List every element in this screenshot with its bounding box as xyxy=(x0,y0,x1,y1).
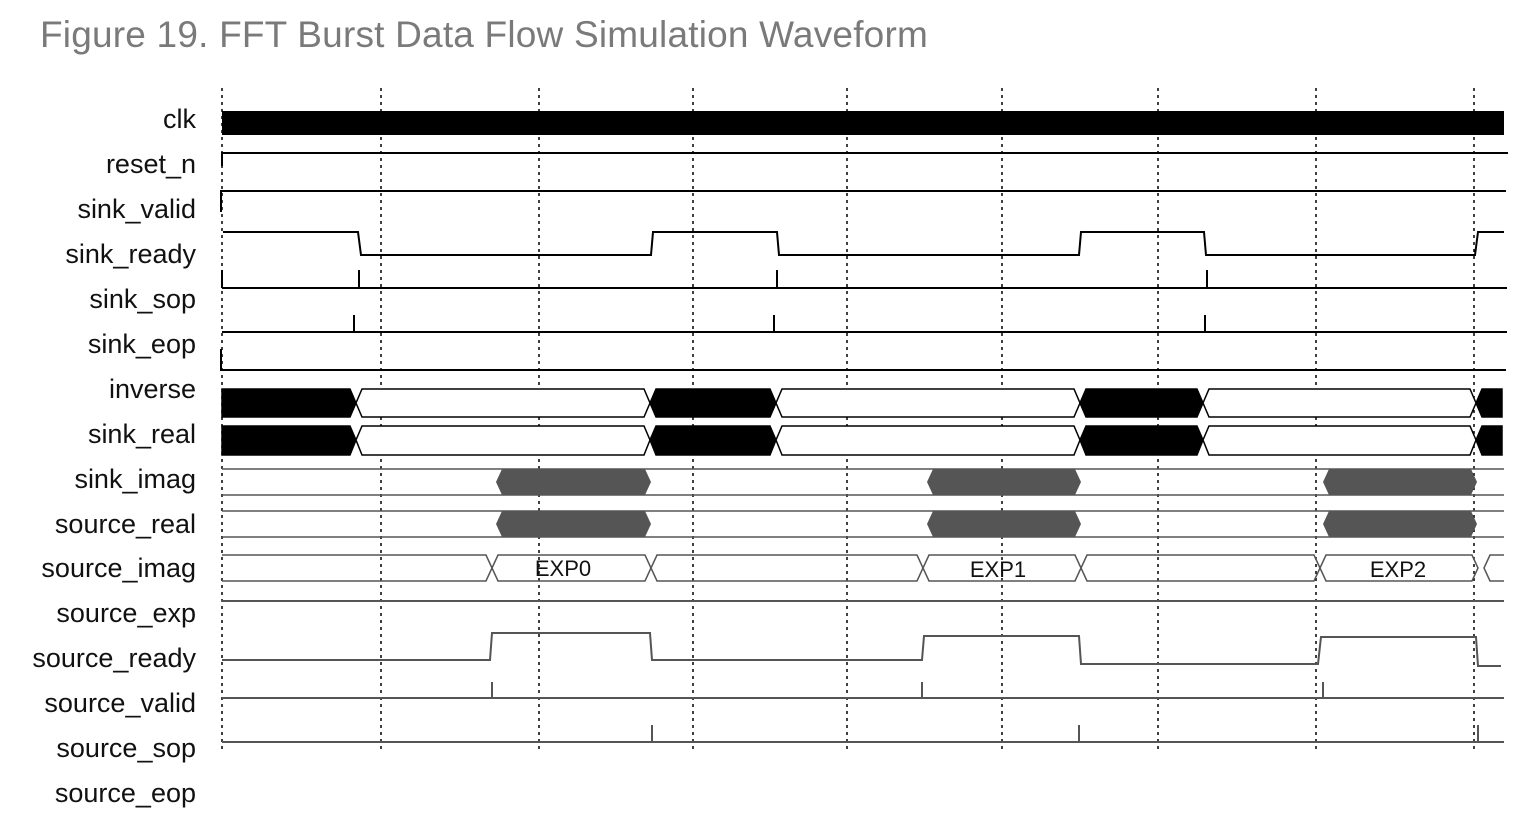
source-exp-bus xyxy=(222,554,1504,582)
signal-label: sink_ready xyxy=(65,239,196,269)
source-eop-trace xyxy=(222,725,1504,743)
signal-label: sink_eop xyxy=(88,329,196,359)
figure-title: Figure 19. FFT Burst Data Flow Simulatio… xyxy=(40,14,928,55)
sink-imag-bus xyxy=(221,425,1503,456)
source-real-bus xyxy=(222,468,1504,496)
sink-ready-trace xyxy=(223,231,1504,256)
signal-label: sink_imag xyxy=(74,464,196,494)
source-valid-trace xyxy=(222,632,1501,667)
signal-label: sink_sop xyxy=(89,284,196,314)
signal-label: source_ready xyxy=(32,643,196,673)
signal-label: source_eop xyxy=(55,778,196,808)
sink-eop-trace xyxy=(222,315,1507,333)
sink-valid-trace xyxy=(220,190,1506,212)
signal-label: source_exp xyxy=(56,598,196,628)
signal-label: source_real xyxy=(55,509,196,539)
signal-label: clk xyxy=(163,104,196,134)
sink-real-bus xyxy=(221,388,1503,418)
signal-label: sink_real xyxy=(88,419,196,449)
bus-value-label: EXP1 xyxy=(970,557,1026,582)
signal-labels: clk reset_n sink_valid sink_ready sink_s… xyxy=(32,104,196,808)
inverse-trace xyxy=(220,349,1506,371)
signal-label: source_valid xyxy=(44,688,196,718)
signal-label: sink_valid xyxy=(77,194,196,224)
bus-value-label: EXP2 xyxy=(1370,557,1426,582)
bus-value-label: EXP0 xyxy=(535,556,591,581)
sink-sop-trace xyxy=(221,270,1507,289)
source-sop-trace xyxy=(222,682,1504,699)
signal-label: source_sop xyxy=(56,733,196,763)
signal-label: inverse xyxy=(109,374,196,404)
source-imag-bus xyxy=(222,510,1504,538)
signal-label: reset_n xyxy=(106,149,196,179)
time-markers xyxy=(221,88,1475,752)
signal-label: source_imag xyxy=(41,553,196,583)
reset-n-trace xyxy=(221,152,1508,166)
clk-trace xyxy=(222,111,1504,135)
